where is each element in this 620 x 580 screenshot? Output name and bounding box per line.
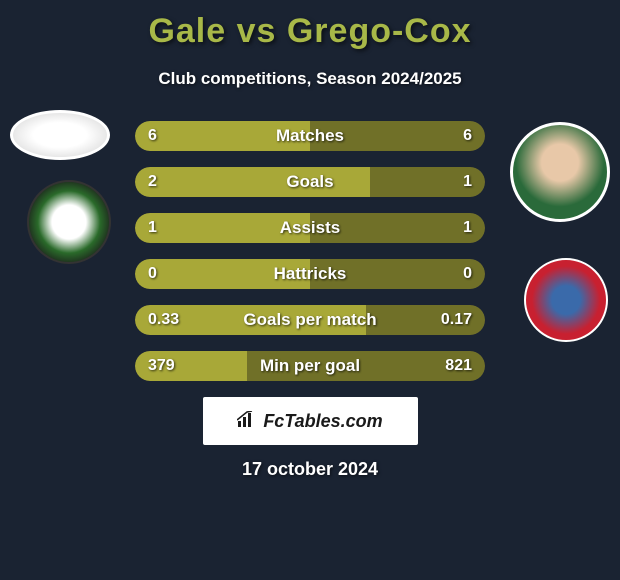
stat-value-right: 0 bbox=[463, 259, 472, 289]
season-subtitle: Club competitions, Season 2024/2025 bbox=[8, 69, 612, 89]
stat-value-left: 2 bbox=[148, 167, 157, 197]
stat-label: Goals bbox=[135, 167, 485, 197]
comparison-title: Gale vs Grego-Cox bbox=[8, 12, 612, 51]
stat-value-right: 1 bbox=[463, 167, 472, 197]
stat-value-right: 6 bbox=[463, 121, 472, 151]
stat-value-left: 0 bbox=[148, 259, 157, 289]
stat-bars: Matches66Goals21Assists11Hattricks00Goal… bbox=[135, 121, 485, 381]
stat-label: Assists bbox=[135, 213, 485, 243]
branding-badge: FcTables.com bbox=[203, 397, 418, 445]
stat-row: Assists1 1 bbox=[135, 213, 485, 243]
stat-label: Matches bbox=[135, 121, 485, 151]
stat-row: Goals per match0.33 0.17 bbox=[135, 305, 485, 335]
stats-area: Matches66Goals21Assists11Hattricks00Goal… bbox=[8, 121, 612, 381]
stat-value-left: 0.33 bbox=[148, 305, 179, 335]
branding-text: FcTables.com bbox=[263, 411, 382, 432]
stat-row: Min per goal379 821 bbox=[135, 351, 485, 381]
stat-value-right: 821 bbox=[445, 351, 472, 381]
stat-label: Goals per match bbox=[135, 305, 485, 335]
stat-value-left: 6 bbox=[148, 121, 157, 151]
stat-value-right: 0.17 bbox=[441, 305, 472, 335]
stat-value-left: 379 bbox=[148, 351, 175, 381]
stat-label: Hattricks bbox=[135, 259, 485, 289]
stat-row: Matches6 6 bbox=[135, 121, 485, 151]
chart-icon bbox=[237, 411, 257, 432]
stat-row: Hattricks0 0 bbox=[135, 259, 485, 289]
date-text: 17 october 2024 bbox=[8, 459, 612, 480]
stat-value-right: 1 bbox=[463, 213, 472, 243]
stat-value-left: 1 bbox=[148, 213, 157, 243]
stat-label: Min per goal bbox=[135, 351, 485, 381]
infographic-container: Gale vs Grego-Cox Club competitions, Sea… bbox=[0, 0, 620, 580]
stat-row: Goals2 1 bbox=[135, 167, 485, 197]
